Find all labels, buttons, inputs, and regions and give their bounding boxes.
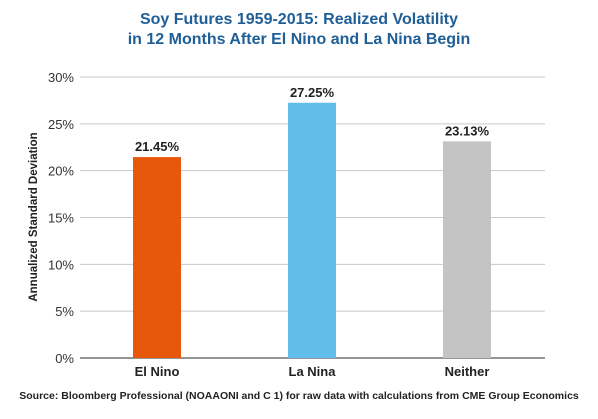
y-tick-label: 15% — [48, 211, 74, 226]
x-tick-label: La Nina — [289, 364, 337, 379]
chart-title-line-1: Soy Futures 1959-2015: Realized Volatili… — [139, 11, 459, 28]
y-tick-label: 30% — [48, 70, 74, 85]
y-tick-label: 0% — [55, 351, 74, 366]
data-label: 21.45% — [135, 139, 180, 154]
data-label: 27.25% — [290, 85, 335, 100]
chart-title-line-2: in 12 Months After El Nino and La Nina B… — [127, 31, 471, 48]
y-tick-label: 25% — [48, 117, 74, 132]
data-label: 23.13% — [445, 123, 490, 138]
bar-el-nino — [133, 157, 181, 358]
bar-neither — [443, 141, 491, 358]
y-axis-label: Annualized Standard Deviation — [28, 132, 40, 301]
x-tick-label: Neither — [445, 364, 490, 379]
source-note: Source: Bloomberg Professional (NOAAONI … — [19, 390, 579, 402]
y-tick-label: 10% — [48, 257, 74, 272]
y-tick-label: 20% — [48, 164, 74, 179]
y-tick-label: 5% — [55, 304, 74, 319]
x-tick-label: El Nino — [135, 364, 180, 379]
bar-la-nina — [288, 102, 336, 358]
